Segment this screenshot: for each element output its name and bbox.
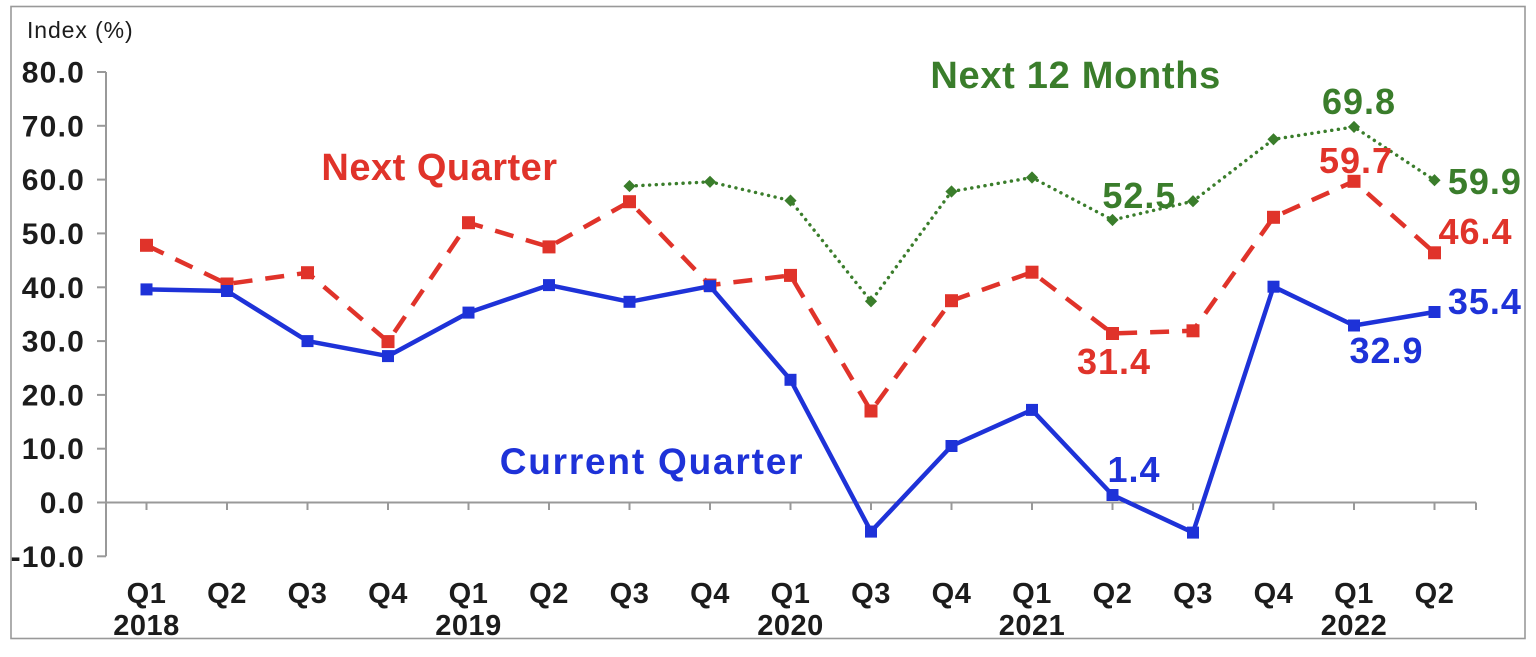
svg-text:60.0: 60.0	[22, 164, 85, 197]
svg-text:59.9: 59.9	[1448, 161, 1522, 202]
svg-text:Q1: Q1	[449, 578, 489, 610]
svg-text:59.7: 59.7	[1319, 140, 1393, 181]
svg-text:2020: 2020	[757, 610, 824, 642]
svg-text:80.0: 80.0	[22, 57, 85, 90]
svg-text:Q2: Q2	[1415, 578, 1455, 610]
svg-text:Q2: Q2	[207, 578, 247, 610]
svg-text:Q4: Q4	[932, 578, 972, 610]
svg-text:Next 12 Months: Next 12 Months	[930, 55, 1221, 97]
svg-text:Q4: Q4	[1254, 578, 1294, 610]
svg-text:Q3: Q3	[1173, 578, 1213, 610]
svg-text:46.4: 46.4	[1438, 211, 1512, 252]
svg-text:Index (%): Index (%)	[27, 17, 134, 43]
svg-text:2021: 2021	[999, 610, 1066, 642]
svg-text:Q1: Q1	[1334, 578, 1374, 610]
svg-text:Q4: Q4	[368, 578, 408, 610]
svg-text:Q2: Q2	[529, 578, 569, 610]
svg-text:Q3: Q3	[288, 578, 328, 610]
svg-text:35.4: 35.4	[1448, 281, 1522, 322]
svg-text:1.4: 1.4	[1107, 449, 1160, 490]
svg-text:Q1: Q1	[771, 578, 811, 610]
svg-text:40.0: 40.0	[22, 272, 85, 305]
svg-text:Current Quarter: Current Quarter	[500, 441, 805, 482]
svg-text:69.8: 69.8	[1322, 81, 1396, 122]
svg-text:Q2: Q2	[1093, 578, 1133, 610]
svg-text:Q3: Q3	[610, 578, 650, 610]
svg-text:Q1: Q1	[127, 578, 167, 610]
svg-text:50.0: 50.0	[22, 218, 85, 251]
svg-text:52.5: 52.5	[1102, 175, 1176, 216]
svg-text:-10.0: -10.0	[11, 541, 85, 574]
svg-text:Q3: Q3	[851, 578, 891, 610]
svg-text:20.0: 20.0	[22, 379, 85, 412]
svg-text:Q1: Q1	[1012, 578, 1052, 610]
svg-text:32.9: 32.9	[1349, 330, 1423, 371]
svg-text:31.4: 31.4	[1077, 341, 1151, 382]
svg-text:10.0: 10.0	[22, 433, 85, 466]
svg-text:0.0: 0.0	[40, 487, 85, 520]
svg-text:30.0: 30.0	[22, 326, 85, 359]
svg-text:Next Quarter: Next Quarter	[321, 147, 557, 189]
svg-text:2022: 2022	[1321, 610, 1388, 642]
svg-text:2019: 2019	[435, 610, 502, 642]
svg-text:70.0: 70.0	[22, 110, 85, 143]
svg-text:2018: 2018	[113, 610, 180, 642]
svg-text:Q4: Q4	[690, 578, 730, 610]
